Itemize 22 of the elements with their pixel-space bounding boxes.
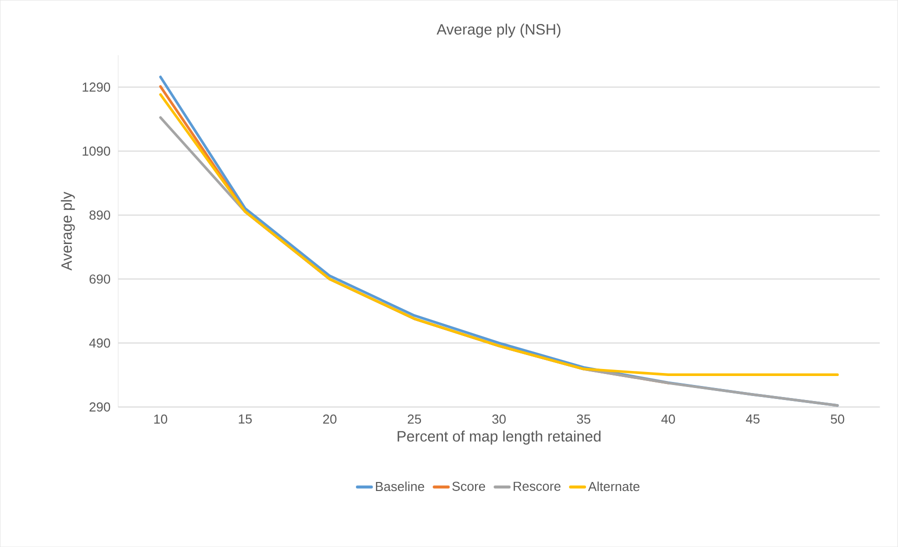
x-tick-label: 15 bbox=[238, 414, 252, 424]
y-tick-label: 1090 bbox=[82, 146, 110, 156]
x-tick-label: 20 bbox=[323, 414, 336, 424]
legend-label: Rescore bbox=[514, 482, 560, 491]
x-tick-label: 40 bbox=[661, 414, 675, 424]
x-tick-label: 10 bbox=[154, 414, 168, 424]
legend-label: Score bbox=[452, 482, 486, 491]
y-tick-label: 490 bbox=[89, 338, 110, 348]
legend-label: Alternate bbox=[588, 482, 640, 492]
legend-label: Baseline bbox=[376, 482, 424, 492]
y-axis-title: Average ply bbox=[60, 192, 75, 270]
x-tick-label: 30 bbox=[492, 414, 506, 424]
x-tick-label: 45 bbox=[746, 414, 760, 424]
y-tick-label: 890 bbox=[90, 210, 110, 220]
x-tick-label: 50 bbox=[830, 414, 844, 424]
x-tick-label: 25 bbox=[408, 414, 422, 424]
x-axis-title: Percent of map length retained bbox=[398, 430, 600, 445]
y-tick-label: 290 bbox=[90, 402, 110, 412]
chart-title: Average ply (NSH) bbox=[436, 24, 560, 38]
y-tick-label: 690 bbox=[90, 274, 110, 284]
x-tick-label: 35 bbox=[576, 414, 590, 424]
y-tick-label: 1290 bbox=[82, 82, 110, 92]
